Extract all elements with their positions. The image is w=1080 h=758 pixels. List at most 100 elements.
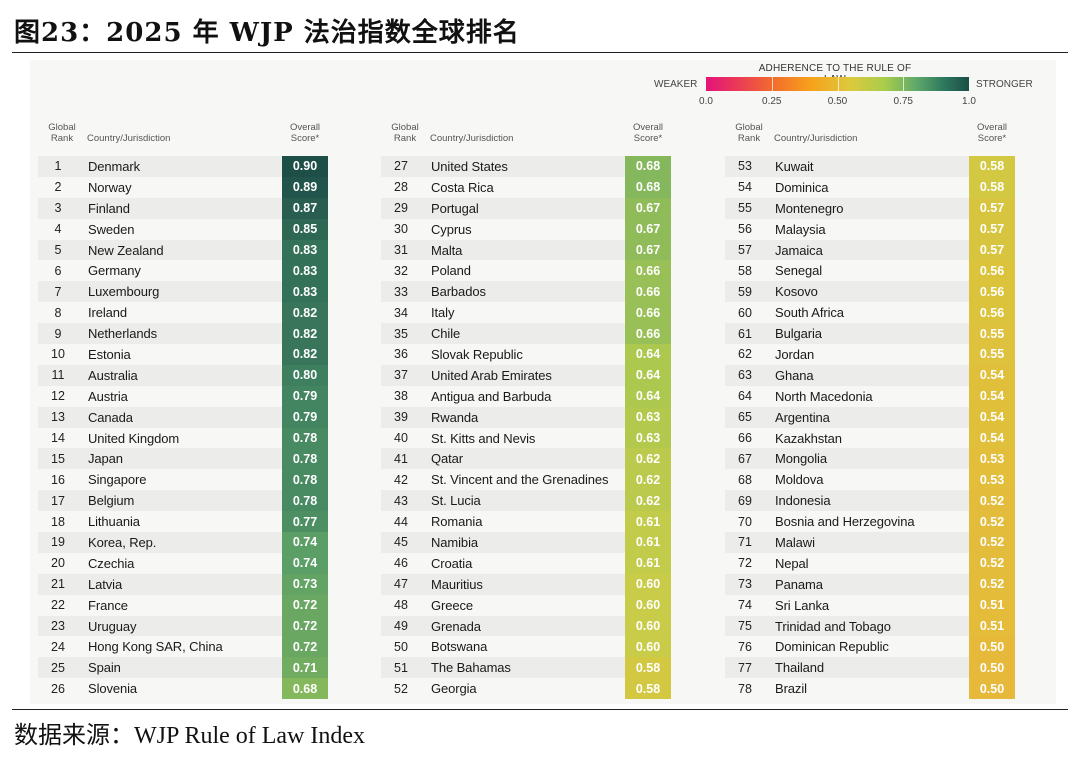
rank-cell: 12 <box>51 389 65 404</box>
rank-cell: 40 <box>394 431 408 446</box>
legend-tick-mark <box>837 77 839 91</box>
score-cell: 0.72 <box>282 615 328 637</box>
rank-cell: 25 <box>51 660 65 675</box>
country-cell: Luxembourg <box>88 284 160 300</box>
score-cell: 0.50 <box>969 678 1015 700</box>
bottom-rule <box>12 709 1068 710</box>
score-cell: 0.72 <box>282 636 328 658</box>
table-row: 36 Slovak Republic 0.64 <box>381 344 671 365</box>
table-row: 21 Latvia 0.73 <box>38 573 328 595</box>
table-row: 34 Italy 0.66 <box>381 302 671 324</box>
rank-cell: 64 <box>738 389 752 404</box>
rank-cell: 26 <box>51 681 65 696</box>
score-cell: 0.77 <box>282 511 328 533</box>
country-cell: Belgium <box>88 493 135 509</box>
legend-tick-label: 0.0 <box>699 96 713 107</box>
table-row: 5 New Zealand 0.83 <box>38 239 328 261</box>
table-row: 50 Botswana 0.60 <box>381 636 671 658</box>
table-row: 6 Germany 0.83 <box>38 260 328 282</box>
country-cell: Montenegro <box>775 200 844 216</box>
header-global-rank: Global Rank <box>391 122 419 144</box>
country-cell: Grenada <box>431 618 481 634</box>
table-row: 49 Grenada 0.60 <box>381 615 671 637</box>
table-row: 38 Antigua and Barbuda 0.64 <box>381 385 671 407</box>
score-cell: 0.64 <box>625 344 671 365</box>
country-cell: Singapore <box>88 472 147 488</box>
rank-cell: 52 <box>394 681 408 696</box>
rank-cell: 24 <box>51 639 65 654</box>
rank-cell: 67 <box>738 451 752 466</box>
country-cell: Indonesia <box>775 493 831 509</box>
rank-cell: 28 <box>394 180 408 195</box>
table-row: 75 Trinidad and Tobago 0.51 <box>725 615 1015 637</box>
table-row: 48 Greece 0.60 <box>381 594 671 616</box>
rank-cell: 62 <box>738 347 752 362</box>
country-cell: Mongolia <box>775 451 827 467</box>
top-rule <box>12 52 1068 53</box>
rank-cell: 22 <box>51 598 65 613</box>
country-cell: Chile <box>431 326 461 342</box>
score-cell: 0.50 <box>969 657 1015 679</box>
score-cell: 0.67 <box>625 197 671 219</box>
rank-cell: 8 <box>54 305 62 320</box>
rank-cell: 48 <box>394 598 408 613</box>
country-cell: Czechia <box>88 555 135 571</box>
rank-cell: 50 <box>394 639 408 654</box>
score-cell: 0.60 <box>625 615 671 637</box>
rank-cell: 46 <box>394 556 408 571</box>
table-row: 51 The Bahamas 0.58 <box>381 657 671 679</box>
header-global-rank: Global Rank <box>735 122 763 144</box>
table-row: 11 Australia 0.80 <box>38 364 328 386</box>
column-header: Global Rank Country/Jurisdiction Overall S… <box>381 120 671 156</box>
rank-cell: 14 <box>51 431 65 446</box>
country-cell: Bosnia and Herzegovina <box>775 514 915 530</box>
score-cell: 0.67 <box>625 239 671 261</box>
table-row: 42 St. Vincent and the Grenadines 0.62 <box>381 469 671 491</box>
table-row: 77 Thailand 0.50 <box>725 657 1015 679</box>
score-cell: 0.51 <box>969 594 1015 616</box>
header-country: Country/Jurisdiction <box>87 133 171 144</box>
country-cell: Jamaica <box>775 242 823 258</box>
country-cell: Malta <box>431 242 463 258</box>
table-row: 54 Dominica 0.58 <box>725 176 1015 198</box>
country-cell: Argentina <box>775 409 830 425</box>
table-row: 13 Canada 0.79 <box>38 406 328 428</box>
rank-cell: 39 <box>394 410 408 425</box>
table-row: 46 Croatia 0.61 <box>381 552 671 574</box>
country-cell: Senegal <box>775 263 823 279</box>
score-cell: 0.61 <box>625 511 671 533</box>
country-cell: Denmark <box>88 158 141 174</box>
source-note: 数据来源：WJP Rule of Law Index <box>14 723 366 749</box>
score-cell: 0.51 <box>969 615 1015 637</box>
rank-cell: 20 <box>51 556 65 571</box>
rank-cell: 27 <box>394 159 408 174</box>
table-row: 32 Poland 0.66 <box>381 260 671 282</box>
country-cell: Hong Kong SAR, China <box>88 639 223 655</box>
country-cell: Malaysia <box>775 221 826 237</box>
score-cell: 0.57 <box>969 197 1015 219</box>
legend-tick-label: 0.50 <box>827 96 848 107</box>
table-row: 37 United Arab Emirates 0.64 <box>381 364 671 386</box>
country-cell: Brazil <box>775 681 807 697</box>
rank-cell: 21 <box>51 577 65 592</box>
country-cell: Barbados <box>431 284 486 300</box>
legend-tick-mark <box>903 77 905 91</box>
rank-cell: 74 <box>738 598 752 613</box>
score-cell: 0.58 <box>969 156 1015 177</box>
table-row: 24 Hong Kong SAR, China 0.72 <box>38 636 328 658</box>
figure-title: 图23：2025 年 WJP 法治指数全球排名 <box>14 18 520 48</box>
table-row: 64 North Macedonia 0.54 <box>725 385 1015 407</box>
legend-tick-label: 0.25 <box>762 96 782 107</box>
table-row: 39 Rwanda 0.63 <box>381 406 671 428</box>
country-cell: Georgia <box>431 681 477 697</box>
country-cell: Dominica <box>775 179 829 195</box>
country-cell: Trinidad and Tobago <box>775 618 891 634</box>
table-row: 69 Indonesia 0.52 <box>725 490 1015 512</box>
table-row: 22 France 0.72 <box>38 594 328 616</box>
country-cell: Qatar <box>431 451 464 467</box>
rank-cell: 30 <box>394 222 408 237</box>
country-cell: United Arab Emirates <box>431 367 552 383</box>
table-row: 16 Singapore 0.78 <box>38 469 328 491</box>
score-cell: 0.52 <box>969 552 1015 574</box>
score-cell: 0.66 <box>625 281 671 303</box>
